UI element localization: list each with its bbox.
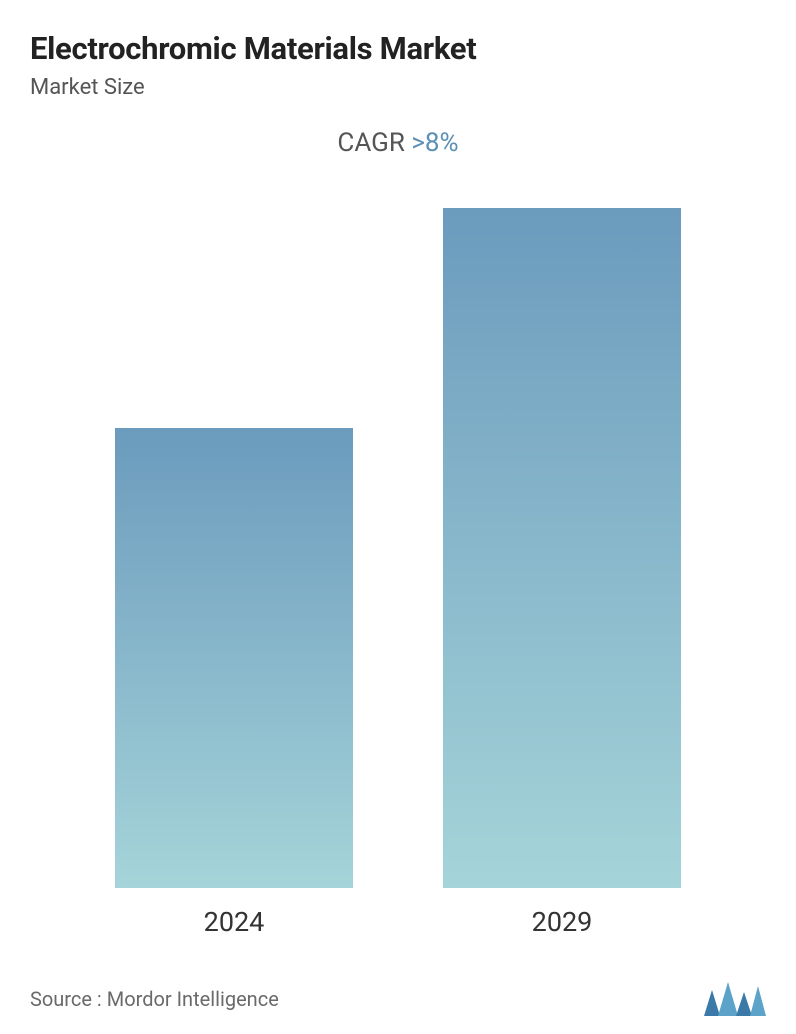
source-text: Source : Mordor Intelligence	[30, 987, 279, 1011]
chart-area	[40, 208, 756, 888]
x-label-0: 2024	[70, 906, 398, 938]
cagr-row: CAGR >8%	[30, 128, 766, 158]
chart-container: Electrochromic Materials Market Market S…	[0, 0, 796, 1034]
footer: Source : Mordor Intelligence	[30, 982, 766, 1016]
cagr-value: >8%	[411, 128, 458, 158]
bar-0	[115, 428, 353, 888]
bar-1	[443, 208, 681, 888]
bar-group-0	[70, 428, 398, 888]
x-label-1: 2029	[398, 906, 726, 938]
x-axis-labels: 2024 2029	[30, 888, 766, 938]
chart-subtitle: Market Size	[30, 75, 766, 100]
cagr-label: CAGR	[337, 128, 411, 158]
brand-logo	[704, 982, 766, 1016]
chart-title: Electrochromic Materials Market	[30, 30, 766, 67]
bars-row	[40, 208, 756, 888]
logo-icon	[704, 982, 766, 1016]
bar-group-1	[398, 208, 726, 888]
